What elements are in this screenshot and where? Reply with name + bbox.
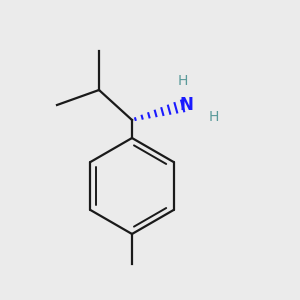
Text: H: H <box>178 74 188 88</box>
Text: H: H <box>208 110 219 124</box>
Text: N: N <box>179 96 193 114</box>
